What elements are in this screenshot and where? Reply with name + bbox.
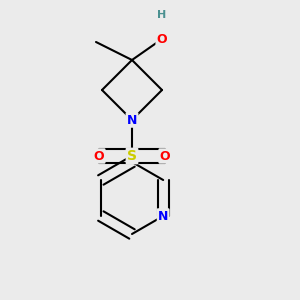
Text: O: O <box>94 149 104 163</box>
Text: N: N <box>158 209 168 223</box>
Text: N: N <box>127 113 137 127</box>
Text: S: S <box>127 149 137 163</box>
Text: O: O <box>160 149 170 163</box>
Text: H: H <box>158 10 166 20</box>
Text: O: O <box>157 32 167 46</box>
